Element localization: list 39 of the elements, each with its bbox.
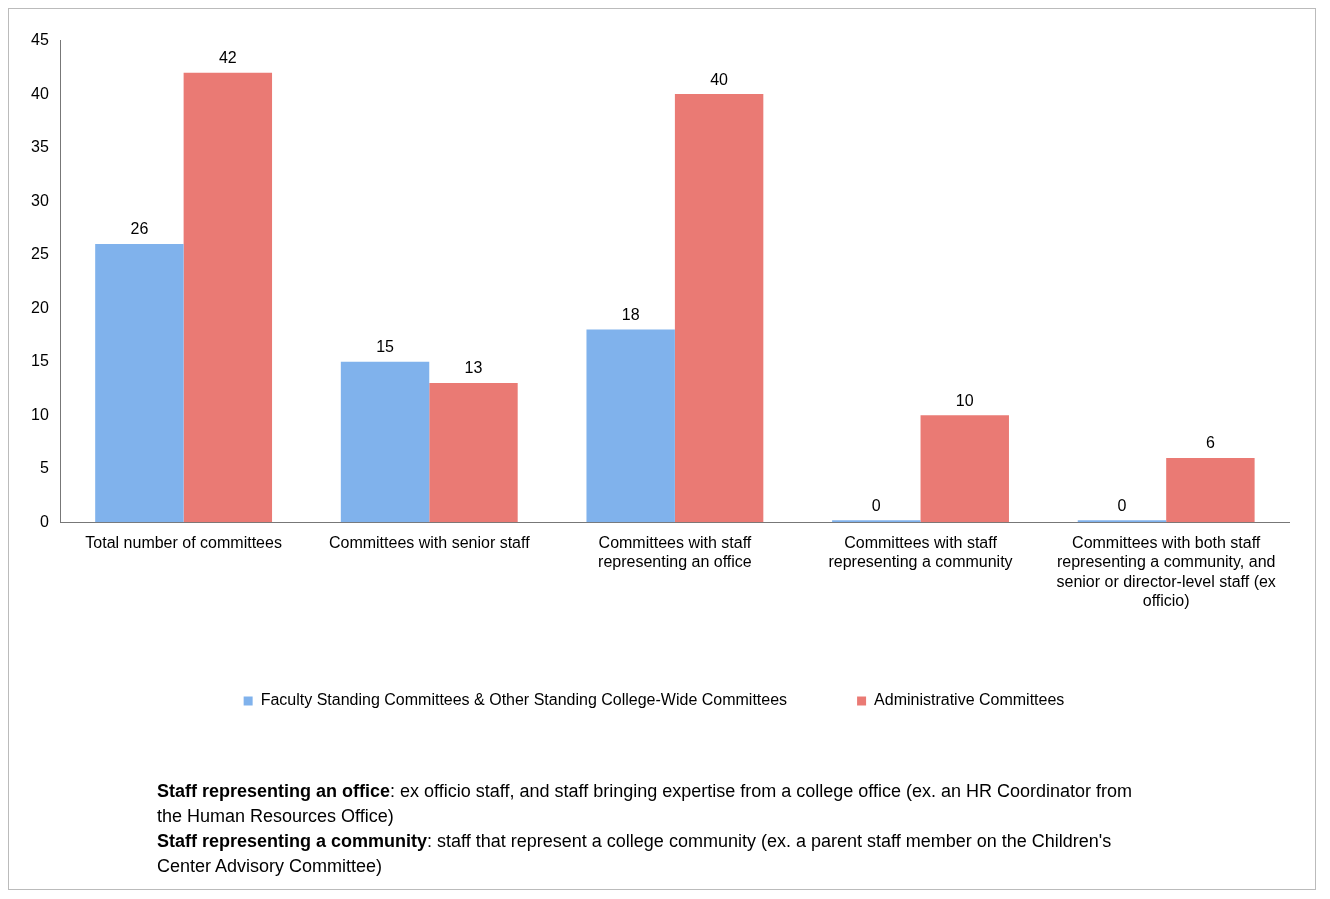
y-tick-label: 5 — [39, 459, 49, 477]
bar — [1077, 520, 1167, 523]
text: Staff representing an office: ex officio staff, and staff bringing expertise from a college office (ex. an HR Coordinator from the Human Resources Office) — [157, 780, 1134, 828]
bar — [920, 415, 1009, 523]
y-tick-label: 35 — [31, 138, 49, 156]
x-tick-label: Committees with both staff representing a community, and senior or director-level staff (ex officio) — [1056, 534, 1276, 609]
x-tick-label: Committees with senior staff — [328, 534, 531, 552]
text: Staff representing a community: staff that represent a college community (ex. a parent staff member on the Children's Center Advisory Committee) — [157, 831, 1112, 876]
data-label: 13 — [464, 359, 483, 377]
y-tick-label: 10 — [31, 405, 49, 423]
y-tick-label: 40 — [31, 84, 49, 102]
legend-label: Faculty Standing Committees & Other Standing College-Wide Committees — [260, 691, 788, 709]
legend-label: Administrative Committees — [874, 691, 1065, 709]
bar — [95, 243, 184, 523]
bar — [832, 520, 921, 523]
y-tick-label: 30 — [31, 191, 49, 209]
data-label: 40 — [710, 70, 729, 88]
y-tick-label: 45 — [31, 31, 49, 49]
data-label: 42 — [218, 49, 237, 67]
bar — [586, 329, 675, 523]
bar — [674, 94, 764, 523]
x-tick-label: Committees with staff representing a community — [828, 534, 1013, 571]
data-label: 6 — [1205, 434, 1215, 452]
data-label: 15 — [376, 338, 395, 356]
bar — [183, 72, 273, 523]
data-label: 26 — [130, 220, 149, 238]
x-tick-label: Total number of committees — [85, 534, 282, 552]
bar — [1166, 457, 1255, 523]
y-tick-label: 25 — [31, 245, 49, 263]
bar — [429, 383, 518, 523]
data-label: 10 — [955, 391, 974, 409]
bar — [340, 361, 430, 523]
y-tick-label: 0 — [39, 512, 49, 530]
data-label: 0 — [871, 496, 881, 514]
data-label: 0 — [1117, 496, 1127, 514]
y-tick-label: 15 — [31, 352, 49, 370]
x-tick-label: Committees with staff representing an office — [598, 534, 752, 571]
data-label: 18 — [621, 305, 640, 323]
y-tick-label: 20 — [31, 298, 49, 316]
